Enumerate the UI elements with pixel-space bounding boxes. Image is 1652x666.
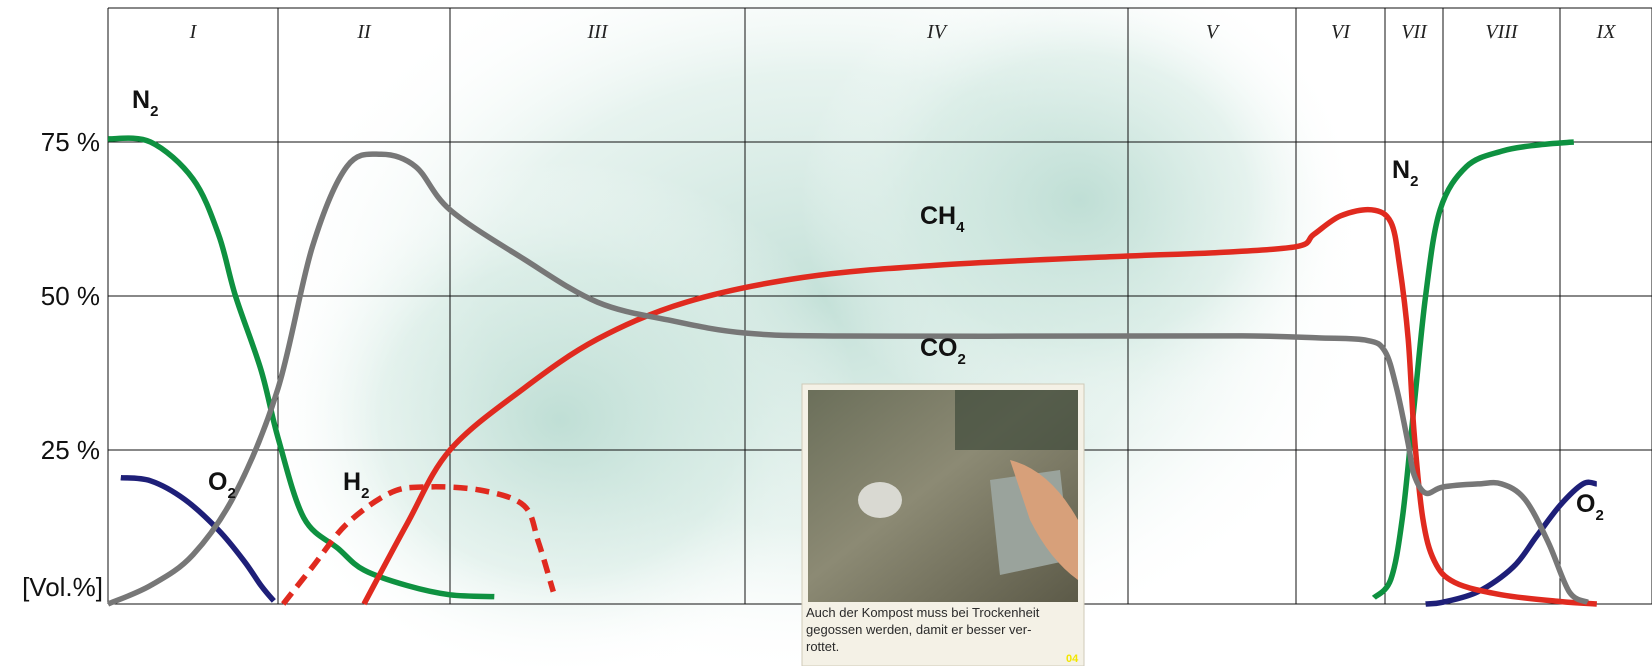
series-labels: N2 N2 O2 O2 H2 CH4 CO2: [132, 86, 1604, 524]
y-unit-label: [Vol.%]: [22, 572, 103, 602]
y-tick-label-75: 75 %: [41, 127, 100, 157]
series-line-ch4-5: [361, 206, 1597, 607]
photo-caption-line-3: rottet.: [806, 639, 839, 654]
phase-label-II: II: [356, 21, 372, 43]
phase-label-III: III: [587, 21, 609, 43]
phase-labels: I II III IV V VI VII VIII IX: [189, 21, 1617, 43]
phase-label-VIII: VIII: [1485, 21, 1519, 43]
phase-label-VI: VI: [1331, 21, 1351, 43]
series-label-h2-4: H2: [343, 468, 369, 502]
background-clouds: [260, 0, 1380, 666]
photo-badge: 04: [1066, 653, 1079, 665]
phase-label-IV: IV: [926, 21, 949, 43]
series-line-o2-3: [1425, 479, 1598, 607]
series-label-n2-0: N2: [132, 86, 158, 120]
phase-label-I: I: [189, 21, 198, 43]
series-line-n2-1: [1371, 139, 1575, 600]
phase-label-IX: IX: [1596, 21, 1617, 43]
phase-label-V: V: [1206, 21, 1221, 43]
series-line-h2-4: [281, 484, 556, 606]
y-tick-label-50: 50 %: [41, 281, 100, 311]
series-label-ch4-5: CH4: [920, 202, 965, 236]
photo-caption-line-2: gegossen werden, damit er besser ver-: [806, 622, 1031, 637]
phase-label-VII: VII: [1401, 21, 1428, 43]
series-label-n2-1: N2: [1392, 156, 1418, 190]
series-lines: [106, 135, 1598, 607]
photo-caption-line-1: Auch der Kompost muss bei Trockenheit: [806, 605, 1040, 620]
series-line-co2-6: [106, 151, 1589, 607]
series-line-o2-2: [120, 474, 276, 603]
compost-photo: Auch der Kompost muss bei Trockenheit ge…: [801, 383, 1085, 666]
y-axis-labels: 25 % 50 % 75 % [Vol.%]: [22, 127, 103, 602]
series-label-o2-3: O2: [1576, 490, 1604, 524]
series-label-co2-6: CO2: [920, 334, 966, 368]
watering-can-rose-icon: [858, 482, 902, 518]
y-tick-label-25: 25 %: [41, 435, 100, 465]
series-label-o2-2: O2: [208, 468, 236, 502]
series-line-n2-0: [107, 135, 495, 600]
hand-icon: [1010, 460, 1078, 580]
